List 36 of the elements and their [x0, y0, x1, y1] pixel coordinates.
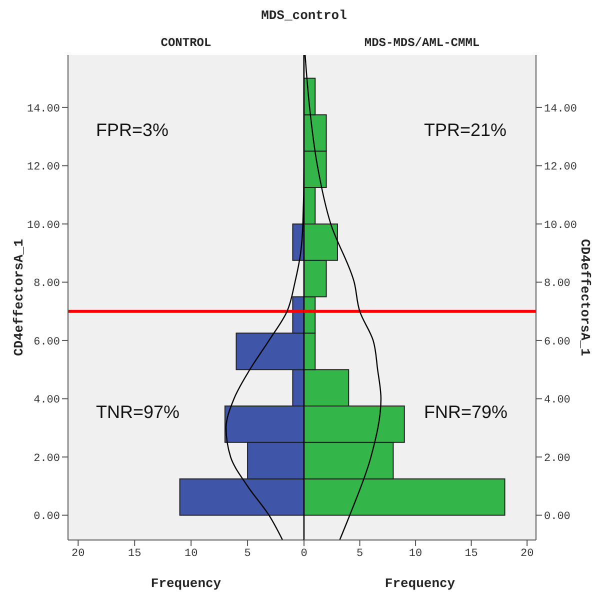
y-tick-label: 0.00 — [544, 511, 570, 524]
y-tick-label: 6.00 — [34, 336, 60, 348]
y-tick-label: 12.00 — [544, 162, 578, 174]
x-axis-title: Frequency — [150, 576, 222, 591]
y-tick-label: 8.00 — [34, 278, 60, 290]
x-tick-label: 10 — [408, 548, 422, 560]
y-tick-label: 8.00 — [544, 278, 570, 290]
y-tick-label: 12.00 — [26, 162, 60, 174]
x-tick-label: 5 — [356, 548, 364, 560]
y-tick-label: 2.00 — [544, 452, 570, 465]
y-axis-title: CD4effectorsA_1 — [577, 238, 592, 356]
y-tick-label: 6.00 — [544, 336, 570, 348]
x-tick-label: 15 — [128, 548, 142, 560]
x-tick-label: 0 — [300, 548, 308, 560]
x-tick-label: 15 — [464, 548, 478, 560]
y-tick-label: 10.00 — [544, 220, 578, 232]
y-axis-title: CD4effectorsA_1 — [12, 238, 27, 356]
y-tick-label: 10.00 — [26, 220, 60, 232]
x-tick-label: 5 — [244, 548, 251, 560]
chart-title: MDS_control — [260, 8, 348, 23]
y-tick-label: 14.00 — [26, 103, 60, 116]
annotation: TNR=97% — [96, 402, 180, 423]
annotation: FNR=79% — [424, 402, 508, 423]
chart-subtitle: CONTROL — [160, 36, 212, 50]
y-tick-label: 14.00 — [544, 103, 578, 116]
y-tick-label: 2.00 — [34, 452, 60, 465]
x-axis-title: Frequency — [384, 576, 456, 591]
annotation: FPR=3% — [96, 120, 169, 141]
x-tick-label: 10 — [184, 548, 198, 560]
chart-subtitle: MDS-MDS/AML-CMML — [363, 36, 481, 50]
y-tick-label: 4.00 — [34, 394, 60, 407]
x-tick-label: 20 — [72, 548, 85, 560]
y-tick-label: 4.00 — [544, 394, 570, 407]
y-tick-label: 0.00 — [34, 511, 60, 524]
annotation: TPR=21% — [424, 120, 507, 141]
x-tick-label: 20 — [520, 548, 534, 560]
